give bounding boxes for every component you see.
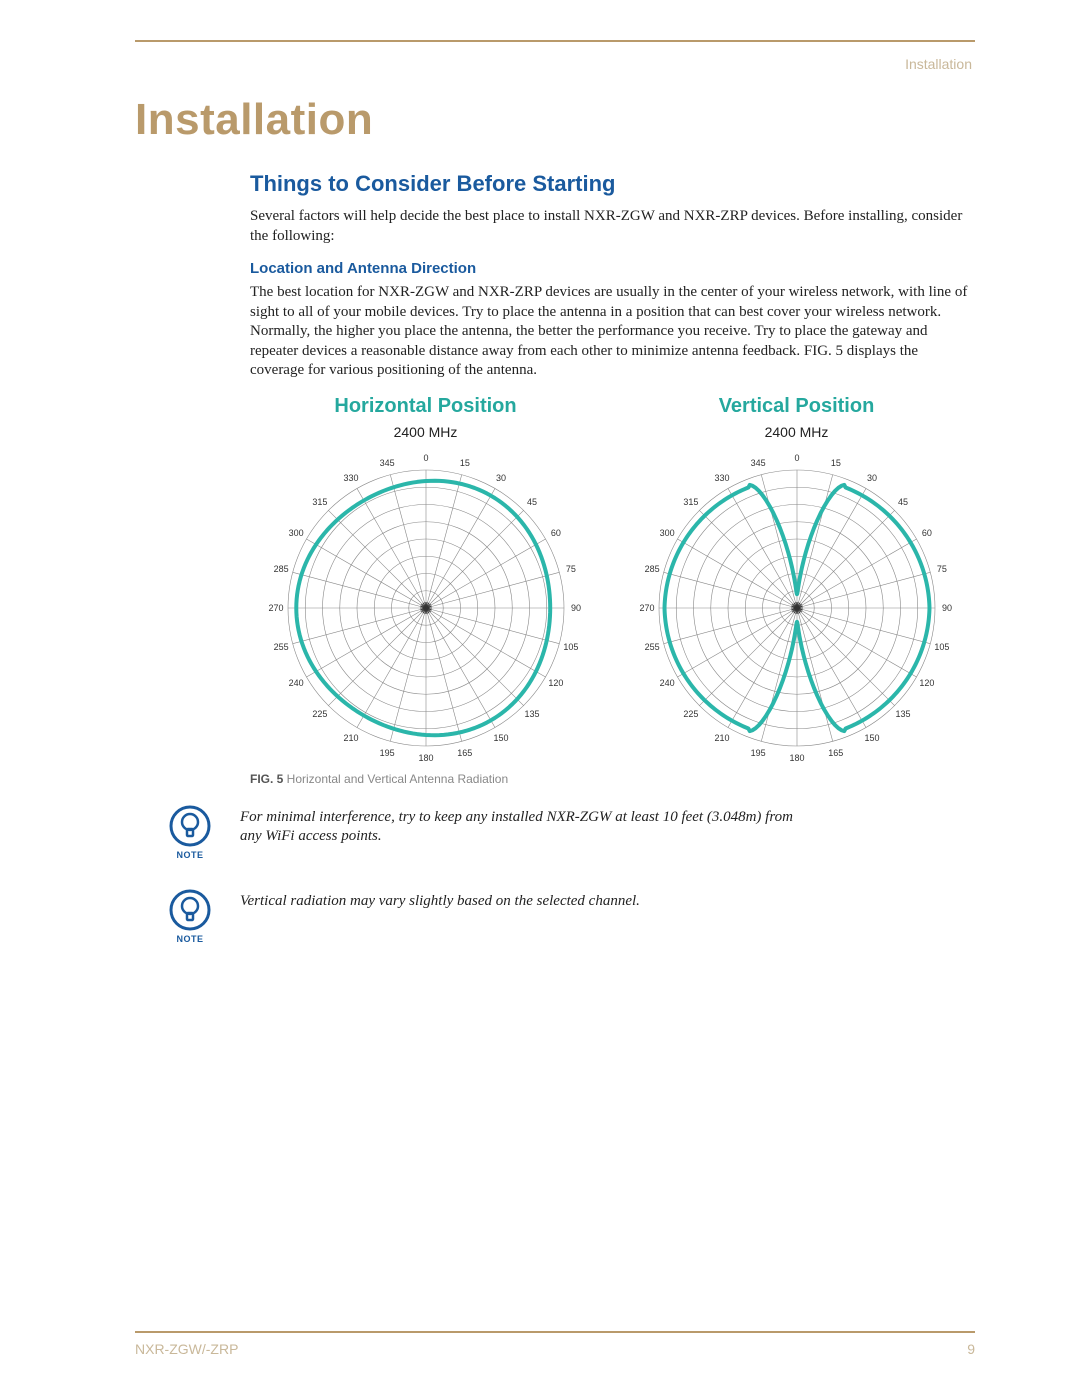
polar-chart-vertical: 0 15 30 45 60 75 90 105 120 135 150 165 180 195 210 225…	[627, 444, 967, 764]
note-text-2: Vertical radiation may vary slightly bas…	[240, 888, 640, 912]
svg-text:30: 30	[866, 473, 876, 483]
svg-text:165: 165	[828, 747, 843, 757]
svg-text:105: 105	[934, 641, 949, 651]
svg-text:285: 285	[273, 564, 288, 574]
svg-text:345: 345	[379, 458, 394, 468]
subsection-body: The best location for NXR-ZGW and NXR-ZR…	[250, 283, 972, 381]
note-text-1: For minimal interference, try to keep an…	[240, 804, 800, 847]
page-title: Installation	[135, 95, 972, 145]
svg-text:240: 240	[288, 678, 303, 688]
figure-caption-prefix: FIG. 5	[250, 772, 283, 786]
svg-text:330: 330	[343, 473, 358, 483]
svg-text:255: 255	[644, 641, 659, 651]
svg-text:105: 105	[563, 641, 578, 651]
svg-text:90: 90	[941, 603, 951, 613]
svg-text:45: 45	[527, 496, 537, 506]
note-label: NOTE	[176, 934, 203, 944]
section-intro: Several factors will help decide the bes…	[250, 207, 972, 246]
svg-text:300: 300	[288, 528, 303, 538]
svg-text:75: 75	[936, 564, 946, 574]
top-rule	[135, 40, 975, 42]
lightbulb-icon	[168, 804, 212, 848]
note-label: NOTE	[176, 850, 203, 860]
svg-text:120: 120	[548, 678, 563, 688]
chart-vertical-freq: 2400 MHz	[765, 424, 829, 440]
svg-text:270: 270	[639, 603, 654, 613]
svg-text:75: 75	[565, 564, 575, 574]
svg-text:180: 180	[418, 753, 433, 763]
chart-vertical: Vertical Position 2400 MHz 0 15 30 45 60 75 90…	[621, 395, 972, 764]
footer: NXR-ZGW/-ZRP 9	[135, 1331, 975, 1357]
footer-left: NXR-ZGW/-ZRP	[135, 1341, 238, 1357]
svg-text:0: 0	[794, 453, 799, 463]
svg-text:60: 60	[550, 528, 560, 538]
header-breadcrumb: Installation	[905, 56, 972, 72]
svg-text:210: 210	[343, 732, 358, 742]
svg-text:180: 180	[789, 753, 804, 763]
svg-text:285: 285	[644, 564, 659, 574]
svg-text:255: 255	[273, 641, 288, 651]
lightbulb-icon	[168, 888, 212, 932]
svg-text:315: 315	[683, 496, 698, 506]
section-heading: Things to Consider Before Starting	[250, 171, 972, 197]
svg-text:15: 15	[459, 458, 469, 468]
svg-text:240: 240	[659, 678, 674, 688]
figure-caption-text: Horizontal and Vertical Antenna Radiatio…	[283, 772, 508, 786]
note-icon-wrap: NOTE	[160, 804, 220, 860]
chart-horizontal-title: Horizontal Position	[334, 395, 516, 418]
svg-text:330: 330	[714, 473, 729, 483]
svg-text:150: 150	[864, 732, 879, 742]
page-content: Installation Things to Consider Before S…	[135, 95, 972, 972]
svg-text:90: 90	[570, 603, 580, 613]
svg-text:165: 165	[457, 747, 472, 757]
svg-text:300: 300	[659, 528, 674, 538]
svg-text:225: 225	[683, 709, 698, 719]
content-column: Things to Consider Before Starting Sever…	[250, 171, 972, 944]
footer-right: 9	[967, 1341, 975, 1357]
chart-horizontal: Horizontal Position 2400 MHz 0 15 30 45 60 75…	[250, 395, 601, 764]
svg-text:195: 195	[750, 747, 765, 757]
svg-text:15: 15	[830, 458, 840, 468]
note-row-1: NOTE For minimal interference, try to ke…	[160, 804, 972, 860]
note-row-2: NOTE Vertical radiation may vary slightl…	[160, 888, 972, 944]
figure-caption: FIG. 5 Horizontal and Vertical Antenna R…	[250, 772, 972, 786]
svg-text:135: 135	[895, 709, 910, 719]
svg-text:315: 315	[312, 496, 327, 506]
polar-chart-horizontal: 0 15 30 45 60 75 90 105 120 135 150 165 180 195 210 225…	[256, 444, 596, 764]
svg-text:150: 150	[493, 732, 508, 742]
svg-text:120: 120	[919, 678, 934, 688]
chart-horizontal-freq: 2400 MHz	[394, 424, 458, 440]
note-icon-wrap: NOTE	[160, 888, 220, 944]
svg-text:345: 345	[750, 458, 765, 468]
svg-text:195: 195	[379, 747, 394, 757]
svg-text:225: 225	[312, 709, 327, 719]
subsection-heading: Location and Antenna Direction	[250, 260, 972, 277]
svg-text:30: 30	[495, 473, 505, 483]
svg-text:135: 135	[524, 709, 539, 719]
svg-text:60: 60	[921, 528, 931, 538]
svg-text:210: 210	[714, 732, 729, 742]
svg-text:45: 45	[898, 496, 908, 506]
svg-text:270: 270	[268, 603, 283, 613]
charts-row: Horizontal Position 2400 MHz 0 15 30 45 60 75…	[250, 395, 972, 764]
svg-text:0: 0	[423, 453, 428, 463]
chart-vertical-title: Vertical Position	[719, 395, 875, 418]
